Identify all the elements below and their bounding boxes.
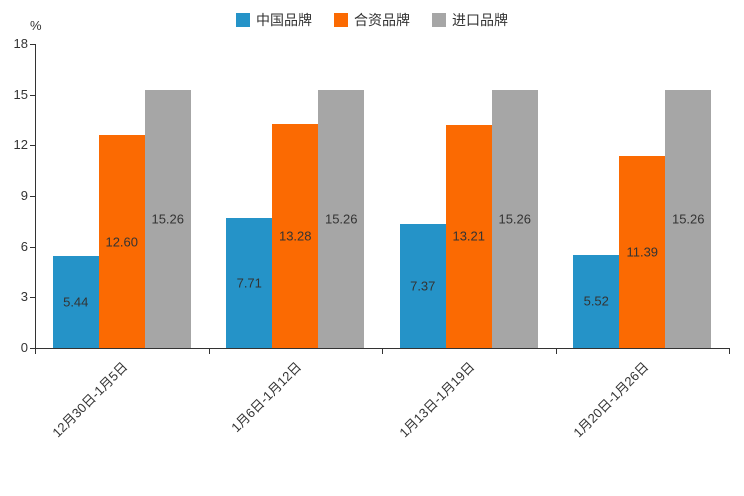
bar-series-2-group-2: 15.26 [491, 90, 538, 348]
legend-item-0[interactable]: 中国品牌 [236, 10, 312, 30]
bar-group-1: 7.71 13.28 15.26 [209, 44, 383, 348]
bar-series-0-group-2: 7.37 [399, 223, 446, 348]
chart-legend: 中国品牌 合资品牌 进口品牌 [0, 10, 744, 30]
bar-value-label: 15.26 [498, 211, 532, 227]
bar-value-label: 13.21 [452, 228, 486, 244]
y-axis-tick-label: 6 [20, 238, 28, 254]
x-axis-label: 12月30日-1月5日 [49, 359, 131, 441]
bar-group-2: 7.37 13.21 15.26 [382, 44, 556, 348]
y-axis-tick [30, 196, 35, 197]
bar-series-0-group-3: 5.52 [573, 254, 620, 348]
bar-value-label: 15.26 [324, 211, 358, 227]
bar-series-1-group-0: 12.60 [98, 135, 145, 348]
x-axis-tick [35, 348, 36, 354]
legend-item-1[interactable]: 合资品牌 [334, 10, 410, 30]
legend-swatch-icon [432, 13, 446, 27]
y-axis-unit-label: % [30, 18, 42, 33]
y-axis-tick [30, 94, 35, 96]
plot-area: 5.44 12.60 15.26 7.71 13.28 15.26 7.37 13.21 15.… [35, 44, 729, 348]
bar-value-label: 7.37 [410, 278, 436, 294]
y-axis-line [35, 44, 36, 349]
legend-swatch-icon [334, 13, 348, 27]
y-axis-tick-label: 12 [13, 137, 28, 153]
x-axis-tick [729, 348, 730, 354]
bar-value-label: 5.44 [63, 294, 89, 310]
legend-swatch-icon [236, 13, 250, 27]
x-axis-label: 1月20日-1月26日 [569, 359, 651, 441]
legend-item-label: 进口品牌 [452, 12, 508, 28]
y-axis-tick-label: 18 [13, 36, 28, 51]
bar-value-label: 5.52 [583, 293, 609, 309]
y-axis-tick-label: 3 [20, 289, 28, 305]
bar-value-label: 13.28 [278, 228, 312, 244]
y-axis-tick-labels: 0 3 6 9 12 15 18 [0, 0, 28, 496]
bar-series-1-group-3: 11.39 [619, 155, 666, 348]
x-axis-label: 1月6日-1月12日 [227, 359, 304, 436]
bar-value-label: 11.39 [626, 244, 659, 260]
x-axis-tick [555, 348, 557, 354]
bar-value-label: 15.26 [151, 211, 185, 227]
y-axis-tick-label: 15 [13, 86, 28, 102]
bar-value-label: 15.26 [671, 211, 705, 227]
x-axis-tick [208, 348, 210, 354]
bar-series-2-group-1: 15.26 [318, 90, 365, 348]
bar-series-2-group-0: 15.26 [144, 90, 191, 348]
legend-item-label: 合资品牌 [354, 12, 410, 28]
y-axis-tick [30, 246, 35, 248]
y-axis-tick [30, 145, 35, 147]
bar-group-3: 5.52 11.39 15.26 [556, 44, 730, 348]
y-axis-tick [30, 44, 35, 45]
y-axis-tick [30, 348, 35, 349]
x-axis-label: 1月13日-1月19日 [396, 359, 478, 441]
legend-item-2[interactable]: 进口品牌 [432, 10, 508, 30]
bar-value-label: 12.60 [105, 234, 139, 250]
y-axis-tick [30, 297, 35, 299]
x-axis-tick [382, 348, 383, 354]
bar-series-0-group-1: 7.71 [226, 217, 273, 348]
bar-series-0-group-0: 5.44 [52, 256, 99, 348]
y-axis-tick-label: 0 [20, 340, 28, 355]
y-axis-tick-label: 9 [20, 188, 28, 203]
bar-series-1-group-1: 13.28 [272, 123, 319, 348]
bar-series-2-group-3: 15.26 [665, 90, 712, 348]
bar-series-1-group-2: 13.21 [445, 124, 492, 348]
legend-item-label: 中国品牌 [256, 12, 312, 28]
bar-value-label: 7.71 [236, 275, 262, 291]
bar-group-0: 5.44 12.60 15.26 [35, 44, 209, 348]
